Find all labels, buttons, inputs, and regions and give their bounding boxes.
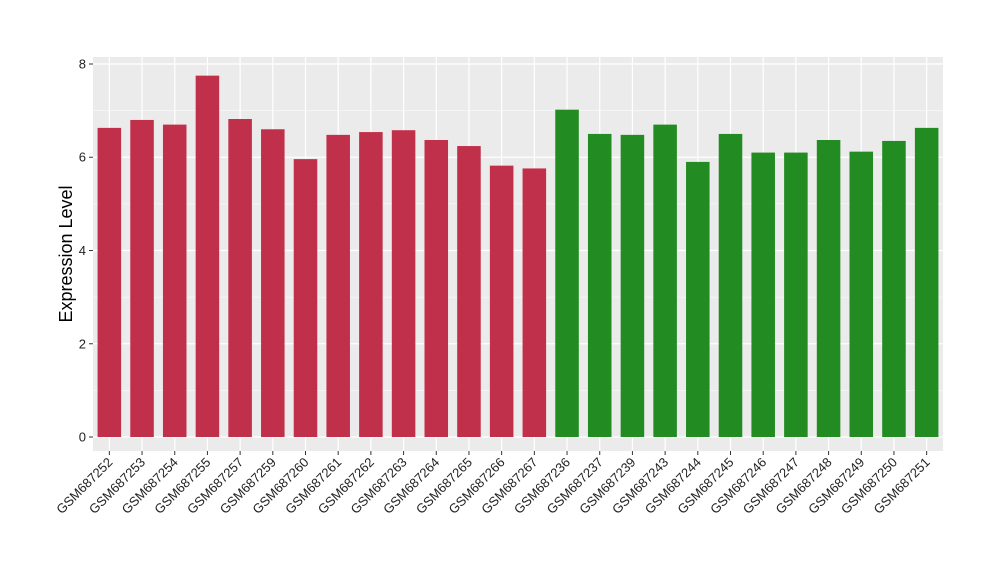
bar-GSM687257	[228, 119, 252, 438]
bar-GSM687262	[359, 132, 383, 438]
bar-GSM687254	[162, 124, 187, 438]
x-axis: GSM687252GSM687253GSM687254GSM687255GSM6…	[53, 451, 933, 517]
bar-GSM687239	[620, 134, 645, 438]
bar-GSM687255	[195, 75, 220, 438]
y-tick-label: 8	[79, 56, 86, 71]
bar-GSM687246	[751, 152, 775, 438]
bar-GSM687261	[326, 134, 350, 438]
y-tick-label: 6	[79, 150, 86, 165]
bar-GSM687264	[424, 139, 449, 438]
bar-GSM687236	[555, 109, 579, 438]
bar-GSM687267	[522, 168, 547, 438]
y-tick-label: 4	[79, 243, 86, 258]
bar-GSM687248	[816, 139, 841, 438]
y-tick-label: 0	[79, 430, 86, 445]
plot-panel	[93, 57, 943, 451]
bar-GSM687249	[849, 151, 874, 438]
bar-GSM687263	[391, 130, 416, 438]
bar-GSM687247	[784, 152, 808, 438]
bar-GSM687265	[457, 146, 481, 438]
bar-GSM687251	[914, 127, 939, 438]
y-axis-title: Expression Level	[56, 185, 76, 322]
bar-GSM687253	[130, 119, 154, 438]
bar-GSM687245	[718, 133, 743, 438]
bar-GSM687259	[261, 129, 285, 438]
bar-GSM687243	[653, 124, 677, 438]
bar-GSM687266	[489, 165, 514, 438]
bar-GSM687250	[882, 140, 906, 438]
bar-GSM687252	[97, 127, 122, 438]
bar-GSM687260	[293, 159, 318, 438]
bar-GSM687237	[587, 133, 612, 438]
y-axis: 0 2 4 6 8	[79, 56, 93, 445]
y-tick-label: 2	[79, 336, 86, 351]
bar-GSM687244	[686, 161, 710, 438]
bars	[97, 75, 939, 438]
